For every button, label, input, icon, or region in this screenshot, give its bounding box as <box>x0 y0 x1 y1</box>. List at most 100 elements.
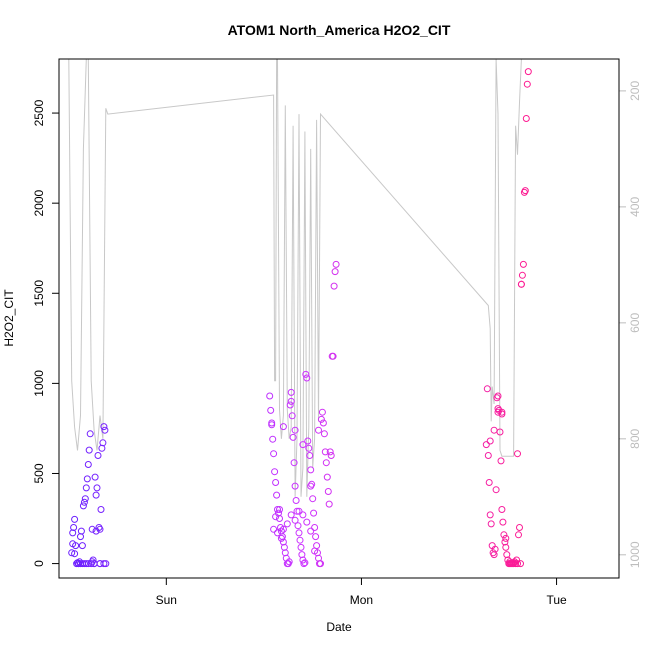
y-tick-label: 2500 <box>32 99 46 126</box>
data-point <box>329 352 337 360</box>
y-axis-label: H2O2_CIT <box>2 289 16 347</box>
data-point <box>514 560 521 568</box>
data-point <box>84 461 92 468</box>
data-point <box>301 559 309 567</box>
pressure-line-layer <box>59 59 526 497</box>
data-point <box>300 560 308 568</box>
data-point <box>294 522 302 530</box>
y-tick-label: 500 <box>32 463 46 483</box>
data-point <box>85 446 93 454</box>
points-layer <box>68 68 532 568</box>
data-point <box>99 439 107 447</box>
data-point <box>326 448 334 456</box>
data-point <box>500 531 508 539</box>
data-point <box>307 482 315 490</box>
right-tick-label: 200 <box>628 81 642 101</box>
data-point <box>101 426 109 434</box>
data-point <box>320 430 328 438</box>
right-tick-label: 600 <box>628 313 642 333</box>
data-point <box>100 560 108 568</box>
data-point <box>92 527 100 535</box>
data-point <box>299 441 307 449</box>
data-point <box>510 559 518 567</box>
right-tick-label: 1000 <box>628 541 642 568</box>
data-point <box>299 511 307 519</box>
data-point <box>91 473 99 481</box>
data-point <box>98 444 106 452</box>
data-point <box>293 507 301 515</box>
y-tick-label: 0 <box>32 560 46 567</box>
data-point <box>321 448 329 456</box>
data-point <box>306 452 314 459</box>
data-point <box>330 282 338 290</box>
data-point <box>502 534 510 542</box>
data-point <box>486 511 494 519</box>
data-point <box>296 536 304 544</box>
data-point <box>93 484 101 492</box>
data-point <box>279 525 287 533</box>
data-point <box>519 260 527 268</box>
data-point <box>80 498 88 506</box>
data-point <box>303 374 311 382</box>
data-point <box>524 68 532 76</box>
data-point <box>484 452 492 459</box>
data-point <box>291 426 299 434</box>
data-point <box>271 468 279 476</box>
data-point <box>272 479 280 486</box>
data-point <box>97 506 105 513</box>
pressure-line <box>59 59 526 497</box>
data-point <box>277 534 285 542</box>
data-point <box>516 524 523 531</box>
data-point <box>324 488 332 495</box>
data-point <box>310 509 318 517</box>
data-point <box>266 392 274 400</box>
data-point <box>498 408 506 416</box>
data-point <box>318 408 326 416</box>
data-point <box>494 408 502 416</box>
data-point <box>521 187 529 195</box>
data-point <box>285 558 293 566</box>
y-tick-label: 2000 <box>32 189 46 216</box>
data-point <box>312 533 320 541</box>
data-point <box>274 506 281 513</box>
x-tick-label: Tue <box>546 593 567 607</box>
y-tick-label: 1000 <box>32 370 46 397</box>
data-point <box>315 426 322 434</box>
data-point <box>287 511 295 519</box>
data-point <box>79 502 87 510</box>
data-point <box>82 560 90 568</box>
data-point <box>305 444 313 452</box>
data-point <box>288 412 296 420</box>
data-point <box>273 491 281 499</box>
data-point <box>482 441 490 449</box>
data-point <box>523 80 531 88</box>
bottom-axis: Sun Mon Tue <box>156 578 567 607</box>
data-point <box>499 518 507 526</box>
data-point <box>487 520 495 528</box>
data-point <box>325 500 333 508</box>
data-point <box>317 415 325 423</box>
data-point <box>311 547 319 555</box>
data-point <box>289 433 297 441</box>
data-point <box>485 479 493 486</box>
data-point <box>491 545 499 553</box>
data-point <box>307 466 315 474</box>
data-point <box>291 516 299 524</box>
data-point <box>268 419 276 427</box>
data-point <box>279 423 287 431</box>
data-point <box>498 506 506 513</box>
right-axis: 200 400 600 800 1000 <box>619 81 642 568</box>
data-point <box>332 260 340 268</box>
data-point <box>283 520 291 528</box>
data-point <box>502 543 510 551</box>
data-point <box>71 550 79 558</box>
data-point <box>486 437 494 445</box>
data-point <box>518 271 526 279</box>
data-point <box>492 486 500 494</box>
data-point <box>309 495 317 503</box>
data-point <box>272 513 280 521</box>
data-point <box>96 525 104 533</box>
data-point <box>83 475 91 483</box>
data-point <box>311 524 319 531</box>
